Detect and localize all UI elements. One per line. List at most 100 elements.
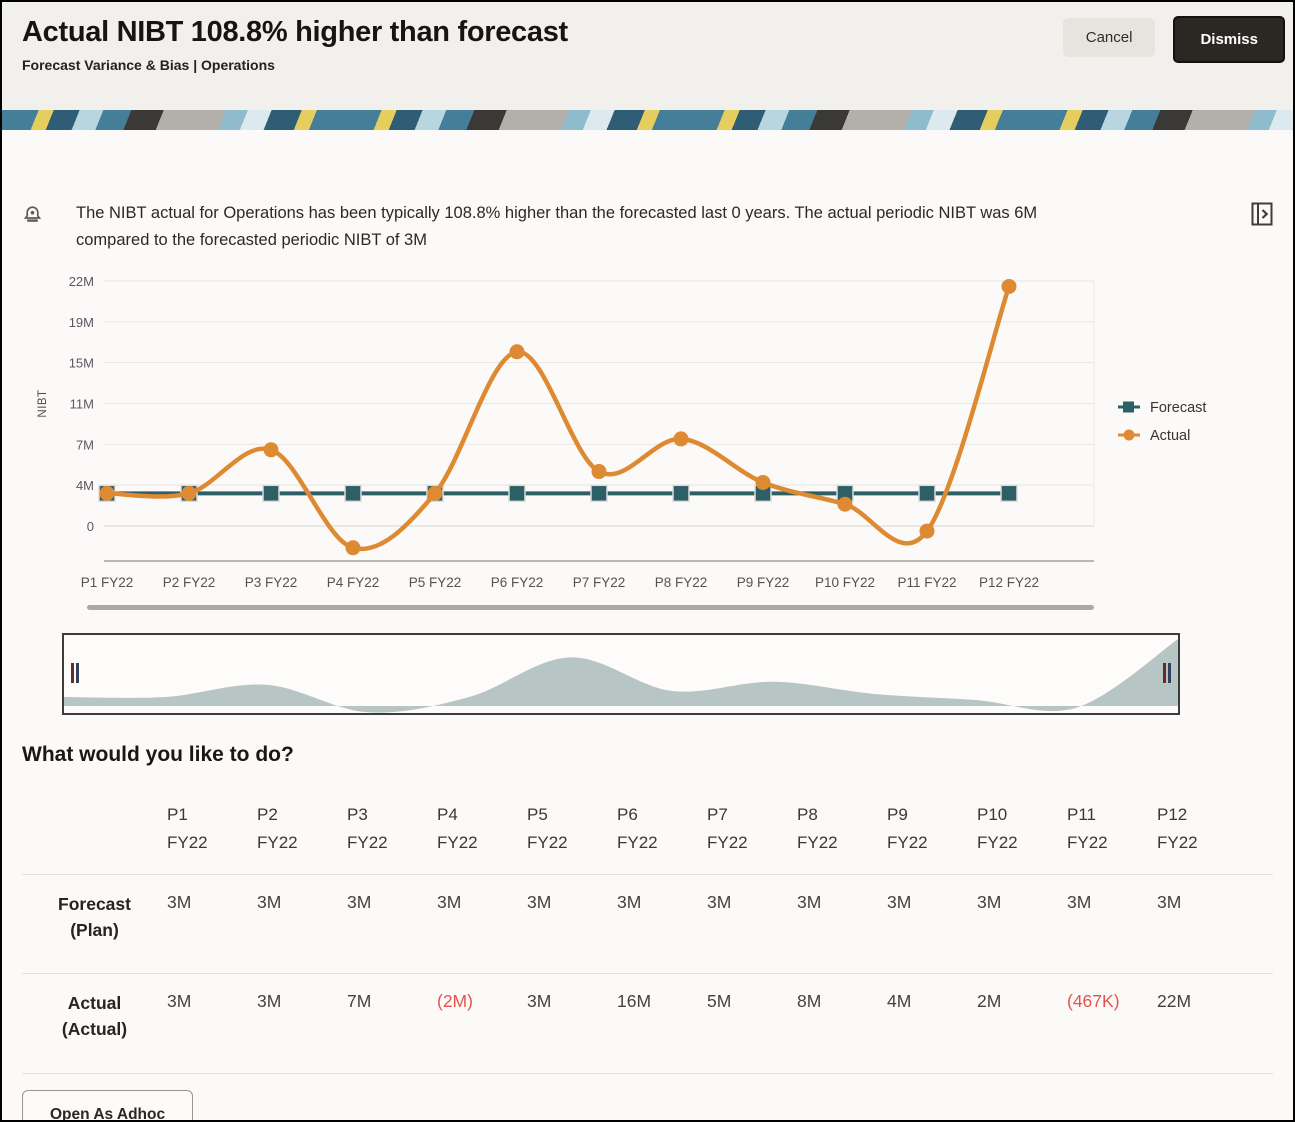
table-header-cell: P4 FY22 [437, 805, 478, 853]
x-axis-tick-label: P3 FY22 [245, 575, 298, 590]
table-value-cell: 8M [797, 991, 822, 1012]
actual-marker[interactable] [181, 486, 197, 502]
forecast-marker[interactable] [508, 485, 526, 503]
y-axis-tick-label: 7M [76, 438, 94, 453]
table-value-cell: 22M [1157, 991, 1192, 1012]
actual-marker[interactable] [263, 442, 279, 458]
table-value-cell: 3M [707, 891, 732, 912]
y-axis-tick-label: 19M [69, 315, 94, 330]
x-axis-tick-label: P9 FY22 [737, 575, 790, 590]
x-axis-tick-label: P7 FY22 [573, 575, 626, 590]
chart-horizontal-scrollbar[interactable] [87, 605, 1094, 611]
overview-area [64, 639, 1178, 714]
actual-marker[interactable] [509, 344, 525, 360]
table-value-cell: 4M [887, 991, 912, 1012]
prompt-heading: What would you like to do? [22, 743, 294, 767]
page-title: Actual NIBT 108.8% higher than forecast [22, 16, 568, 48]
table-row-label: Forecast (Plan) [58, 893, 131, 940]
table-value-cell: 3M [527, 891, 552, 912]
table-header-cell: P9 FY22 [887, 805, 928, 853]
table-value-cell: (2M) [437, 991, 473, 1012]
table-header-cell: P5 FY22 [527, 805, 568, 853]
overview-handle-right[interactable] [1163, 663, 1171, 684]
table-value-cell: 3M [347, 891, 372, 912]
table-corner-cell [22, 801, 167, 857]
actual-marker[interactable] [99, 486, 115, 502]
table-header-cell: P2 FY22 [257, 805, 298, 853]
y-axis-tick-label: 15M [69, 356, 94, 371]
table-header-cell: P1 FY22 [167, 805, 208, 853]
insight-row: The NIBT actual for Operations has been … [22, 200, 1273, 253]
actual-line [104, 284, 1012, 552]
y-axis-tick-label: 4M [76, 479, 94, 494]
forecast-marker[interactable] [262, 485, 280, 503]
actual-marker[interactable] [345, 540, 361, 556]
table-header-cell: P11 FY22 [1067, 805, 1108, 853]
table-value-cell: 7M [347, 991, 372, 1012]
decorative-banner [2, 110, 1293, 130]
forecast-marker[interactable] [918, 485, 936, 503]
overview-handle-left[interactable] [71, 663, 79, 684]
table-value-cell: 3M [257, 991, 282, 1012]
breadcrumb: Forecast Variance & Bias | Operations [22, 57, 275, 73]
table-value-cell: 5M [707, 991, 732, 1012]
table-value-cell: 3M [617, 891, 642, 912]
actual-marker[interactable] [673, 431, 689, 447]
x-axis-tick-label: P6 FY22 [491, 575, 544, 590]
table-value-cell: 3M [527, 991, 552, 1012]
cancel-button[interactable]: Cancel [1062, 18, 1156, 57]
forecast-marker[interactable] [1000, 485, 1018, 503]
table-value-cell: 3M [1157, 891, 1182, 912]
legend-square-icon [1123, 401, 1134, 413]
table-value-cell: 3M [167, 891, 192, 912]
forecast-marker[interactable] [344, 485, 362, 503]
bell-icon [22, 200, 44, 231]
table-row-label: Actual (Actual) [61, 993, 128, 1040]
x-axis-tick-label: P8 FY22 [655, 575, 708, 590]
actual-marker[interactable] [919, 524, 935, 540]
table-value-cell: 3M [797, 891, 822, 912]
table-header-cell: P8 FY22 [797, 805, 838, 853]
table-value-cell: 2M [977, 991, 1002, 1012]
table-row: Forecast (Plan) 3M 3M 3M 3M 3M 3M 3M 3M 3M 3M 3M 3M [22, 875, 1273, 975]
x-axis-tick-label: P2 FY22 [163, 575, 216, 590]
table-value-cell: 3M [1067, 891, 1092, 912]
table-header-cell: P7 FY22 [707, 805, 748, 853]
open-panel-icon [1251, 202, 1273, 229]
forecast-marker[interactable] [590, 485, 608, 503]
legend-circle-icon [1123, 429, 1135, 441]
dialog-header: Actual NIBT 108.8% higher than forecast … [2, 2, 1293, 110]
actual-marker[interactable] [427, 486, 443, 502]
open-panel-button[interactable] [1251, 202, 1273, 229]
y-axis-tick-label: 22M [69, 274, 94, 289]
open-as-adhoc-button[interactable]: Open As Adhoc [22, 1089, 194, 1120]
table-value-cell: 3M [167, 991, 192, 1012]
legend-label: Forecast [1150, 400, 1206, 416]
x-axis-tick-label: P4 FY22 [327, 575, 380, 590]
actual-marker[interactable] [1001, 279, 1017, 295]
forecast-marker[interactable] [672, 485, 690, 503]
nibt-line-chart[interactable]: 0 4M 7M 11M 15M 19M 22M NIBT P1 FY22 P2 FY22 P3 FY… [22, 261, 1277, 613]
table-value-cell: 3M [887, 891, 912, 912]
table-header-cell: P12 FY22 [1157, 805, 1198, 853]
table-header-cell: P10 FY22 [977, 805, 1018, 853]
table-header-cell: P3 FY22 [347, 805, 388, 853]
actual-marker[interactable] [837, 497, 853, 513]
insight-text: The NIBT actual for Operations has been … [76, 204, 1038, 249]
table-value-cell: 3M [437, 891, 462, 912]
table-value-cell: 3M [977, 891, 1002, 912]
y-axis-tick-label: 0 [87, 519, 94, 534]
dismiss-button[interactable]: Dismiss [1173, 16, 1285, 63]
y-axis-tick-label: 11M [70, 397, 94, 412]
table-value-cell: 16M [617, 991, 652, 1012]
x-axis-tick-label: P11 FY22 [897, 575, 956, 590]
actual-marker[interactable] [591, 464, 607, 480]
x-axis-tick-label: P10 FY22 [815, 575, 875, 590]
legend-label: Actual [1150, 428, 1190, 444]
chart-overview-scroller[interactable] [62, 633, 1180, 716]
actual-marker[interactable] [755, 475, 771, 491]
action-table: P1 FY22 P2 FY22 P3 FY22 P4 FY22 P5 FY22 P6 FY22 P7 FY… [22, 787, 1273, 1074]
table-row: Actual (Actual) 3M 3M 7M (2M) 3M 16M 5M 8M 4M 2M (46… [22, 974, 1273, 1074]
table-value-cell: (467K) [1067, 991, 1120, 1012]
